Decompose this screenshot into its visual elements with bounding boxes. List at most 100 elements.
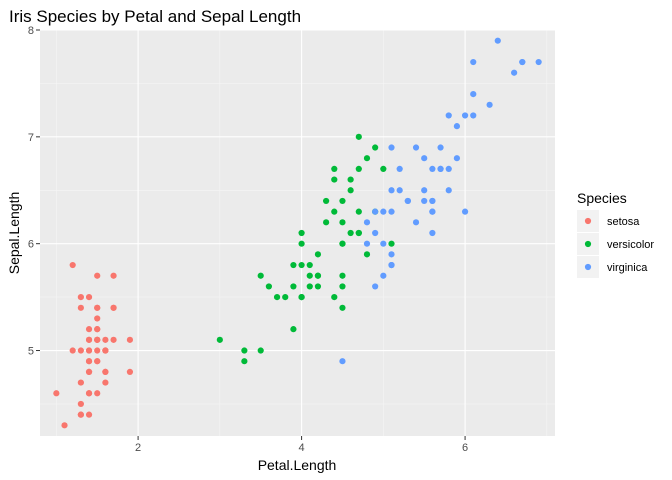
versicolor-point: [331, 165, 338, 172]
versicolor-point: [388, 240, 395, 247]
x-axis-title: Petal.Length: [258, 457, 337, 473]
setosa-point: [77, 379, 84, 386]
data-points: [53, 37, 542, 429]
virginica-point: [429, 229, 436, 237]
virginica-point: [412, 219, 420, 226]
y-tick-label: 7: [28, 132, 34, 144]
setosa-point: [85, 390, 93, 397]
versicolor-point: [290, 326, 297, 333]
y-axis: 5 6 7 8: [28, 25, 40, 358]
versicolor-point: [331, 294, 338, 301]
virginica-point: [388, 208, 395, 215]
virginica-point: [461, 208, 469, 215]
setosa-point: [77, 411, 84, 418]
versicolor-point: [339, 283, 346, 290]
versicolor-point: [339, 219, 346, 226]
virginica-point: [380, 272, 387, 279]
versicolor-point: [298, 229, 305, 237]
x-tick-label: 4: [299, 442, 305, 454]
setosa-point: [69, 347, 76, 354]
setosa-point: [77, 304, 84, 311]
setosa-point: [94, 326, 101, 333]
x-axis: 2 4 6: [135, 436, 468, 454]
legend-label-setosa: setosa: [607, 216, 640, 228]
x-tick-label: 2: [135, 442, 141, 454]
setosa-point: [85, 347, 93, 354]
x-tick-label: 6: [462, 442, 468, 454]
versicolor-point: [339, 304, 346, 311]
setosa-point: [94, 304, 101, 311]
virginica-point: [421, 187, 428, 194]
setosa-point: [126, 368, 134, 375]
virginica-point: [437, 144, 444, 151]
virginica-point: [486, 101, 493, 108]
versicolor-point: [282, 294, 289, 301]
versicolor-point: [216, 336, 223, 343]
setosa-point: [110, 336, 117, 343]
legend-label-virginica: virginica: [607, 262, 648, 274]
versicolor-point: [380, 165, 387, 172]
versicolor-point: [306, 283, 313, 290]
minor-gridlines: [40, 30, 555, 436]
versicolor-point: [257, 272, 264, 279]
major-gridlines: [40, 29, 555, 436]
versicolor-point: [372, 144, 379, 151]
virginica-point: [535, 58, 542, 66]
setosa-point: [85, 336, 93, 343]
virginica-point: [388, 187, 395, 194]
virginica-point: [412, 144, 420, 151]
virginica-point: [372, 229, 379, 237]
y-tick-label: 6: [28, 239, 34, 251]
versicolor-point: [241, 347, 248, 354]
setosa-point: [85, 294, 93, 301]
virginica-point: [445, 165, 452, 172]
virginica-point: [380, 208, 387, 215]
versicolor-point: [257, 347, 264, 354]
setosa-point: [110, 272, 117, 279]
setosa-point: [85, 358, 93, 365]
versicolor-point: [363, 155, 371, 162]
virginica-point: [396, 165, 403, 172]
setosa-point: [94, 315, 101, 322]
plot-panel: [40, 30, 555, 436]
y-tick-label: 8: [28, 25, 34, 37]
virginica-point: [380, 240, 387, 247]
virginica-point: [429, 197, 436, 205]
y-axis-title: Sepal.Length: [6, 192, 22, 275]
legend-title: Species: [577, 190, 627, 206]
virginica-point: [453, 123, 461, 130]
legend: Species setosa versicolor virginica: [577, 190, 654, 278]
setosa-point: [69, 261, 76, 269]
virginica-point: [461, 112, 469, 119]
virginica-point: [445, 112, 452, 119]
versicolor-point: [355, 229, 362, 237]
versicolor-point: [298, 294, 305, 301]
virginica-point: [519, 58, 526, 66]
virginica-point: [388, 144, 395, 151]
versicolor-point: [314, 272, 322, 279]
virginica-point: [511, 69, 518, 76]
setosa-point: [126, 336, 134, 343]
legend-swatch-versicolor: [584, 240, 592, 248]
setosa-point: [94, 390, 101, 397]
versicolor-point: [290, 283, 297, 290]
virginica-point: [396, 187, 403, 194]
virginica-point: [437, 165, 444, 172]
virginica-point: [372, 283, 379, 290]
versicolor-point: [265, 283, 272, 290]
virginica-point: [363, 219, 371, 226]
virginica-point: [470, 112, 477, 119]
virginica-point: [470, 91, 477, 98]
versicolor-point: [347, 176, 354, 183]
setosa-point: [94, 347, 101, 354]
versicolor-point: [331, 176, 338, 183]
virginica-point: [429, 208, 436, 215]
legend-label-versicolor: versicolor: [607, 239, 654, 251]
virginica-point: [404, 197, 411, 205]
setosa-point: [94, 272, 101, 279]
virginica-point: [388, 251, 395, 258]
legend-swatch-virginica: [584, 263, 592, 271]
legend-swatch-setosa: [584, 217, 592, 225]
versicolor-point: [363, 251, 371, 258]
